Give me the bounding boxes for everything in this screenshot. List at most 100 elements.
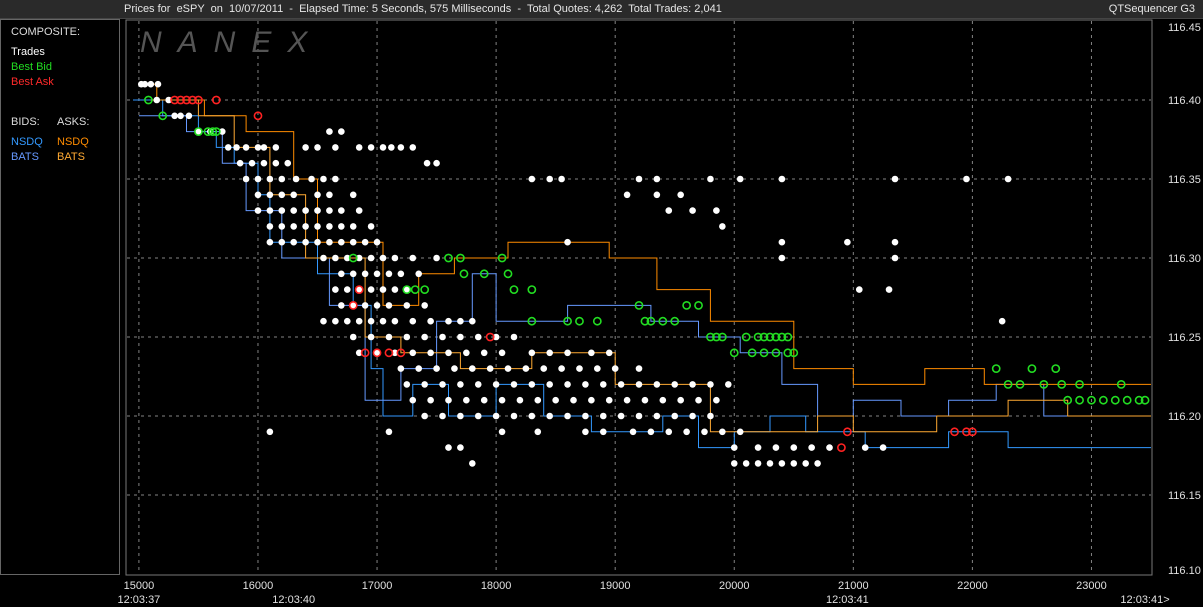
best-bid-marker — [444, 253, 453, 263]
trade-dot — [611, 365, 619, 372]
trade-dot — [290, 223, 297, 230]
time-label: 12:03:41 — [826, 594, 869, 606]
trade-dot — [427, 349, 434, 357]
trade-dot — [421, 412, 428, 420]
trade-dot — [415, 365, 423, 372]
best-ask-marker — [842, 427, 852, 437]
trade-dot — [385, 333, 393, 341]
best-ask-marker — [188, 95, 197, 105]
trade-dot — [361, 270, 369, 278]
best-ask-marker — [253, 111, 263, 121]
best-ask-marker — [354, 285, 364, 294]
trade-dot — [278, 223, 286, 230]
trade-dot — [469, 460, 476, 467]
y-tick-label: 116.40 — [1168, 95, 1201, 107]
legend-bid-nsdq[interactable]: NSDQ — [11, 136, 43, 148]
trade-dot — [367, 333, 375, 341]
trade-dot — [302, 238, 309, 246]
trade-dot — [349, 270, 357, 278]
trade-dot — [373, 349, 381, 357]
trade-dot — [379, 286, 387, 293]
best-bid-marker — [503, 269, 513, 279]
trade-dot — [254, 207, 262, 214]
trade-dot — [361, 302, 369, 309]
trade-dot — [469, 317, 476, 325]
best-bid-marker — [682, 300, 692, 310]
best-bid-marker — [497, 253, 507, 263]
trade-dot — [355, 286, 363, 293]
trade-dot — [498, 428, 506, 436]
trade-dot — [278, 175, 286, 183]
legend-best-bid[interactable]: Best Bid — [11, 61, 52, 73]
trade-dot — [379, 144, 387, 151]
x-axis: 15000 16000 17000 18000 19000 20000 21000 22000… — [117, 574, 1170, 606]
trade-dot — [165, 96, 172, 104]
x-tick-label: 17000 — [362, 580, 393, 592]
trade-dot — [528, 175, 536, 183]
trade-dot — [855, 286, 863, 293]
trade-dot — [599, 428, 607, 436]
best-bid-marker — [1015, 379, 1025, 389]
title-bar: Prices for eSPY on 10/07/2011 - Elapsed … — [0, 0, 1203, 19]
trade-dot — [635, 381, 643, 388]
best-bid-marker — [592, 316, 602, 326]
legend-ask-nsdq[interactable]: NSDQ — [57, 136, 89, 148]
trade-dot — [397, 270, 405, 278]
trade-dot — [594, 365, 601, 372]
trade-dot — [349, 302, 357, 309]
best-bid-marker — [783, 332, 793, 342]
trade-dot — [439, 333, 446, 341]
legend-bid-bats[interactable]: BATS — [11, 151, 39, 163]
trade-dot — [451, 365, 458, 372]
trade-dot — [879, 444, 887, 451]
best-bid-marker — [706, 332, 715, 342]
trade-dot — [361, 238, 369, 246]
trade-dot — [605, 396, 613, 404]
trade-dot — [385, 302, 393, 309]
trade-dot — [403, 333, 411, 341]
trade-dot — [534, 396, 542, 404]
best-bid-marker — [640, 316, 650, 326]
best-bid-marker — [1051, 364, 1061, 373]
legend-ask-bats[interactable]: BATS — [57, 151, 85, 163]
trade-dot — [582, 412, 589, 420]
trade-dot — [707, 175, 714, 183]
quote-line-ask-bats — [150, 99, 1151, 433]
legend-best-ask[interactable]: Best Ask — [11, 76, 54, 88]
trade-dot — [391, 349, 399, 357]
best-ask-marker — [348, 300, 358, 310]
best-bid-marker — [459, 269, 469, 279]
best-bid-marker — [1039, 379, 1049, 389]
best-ask-marker — [372, 348, 382, 358]
trade-dot — [510, 381, 518, 388]
best-ask-marker — [170, 95, 180, 105]
trade-dot — [338, 223, 345, 230]
y-tick-label: 116.20 — [1168, 411, 1201, 423]
trade-dot — [486, 365, 494, 372]
legend-trades[interactable]: Trades — [11, 46, 45, 58]
trade-dot — [423, 159, 431, 167]
y-tick-label: 116.45 — [1168, 22, 1201, 34]
trade-dot — [338, 302, 345, 309]
trade-dot — [314, 144, 321, 151]
trade-dot — [338, 270, 345, 278]
trade-dot — [498, 396, 506, 404]
trade-dot — [266, 223, 274, 230]
trade-dot — [355, 349, 363, 357]
trade-dot — [445, 349, 452, 357]
trade-dot — [332, 286, 339, 293]
trade-dot — [403, 302, 411, 309]
best-bid-marker — [694, 300, 703, 310]
trade-dot — [290, 207, 297, 214]
trade-dot — [367, 254, 375, 262]
best-bid-marker — [771, 332, 781, 342]
trade-dot — [379, 317, 387, 325]
trade-dot — [671, 412, 679, 420]
trade-dot — [629, 428, 637, 436]
trade-dot — [314, 191, 321, 199]
trade-dot — [582, 428, 589, 436]
trade-dot — [457, 317, 464, 325]
best-bid-marker — [144, 95, 153, 105]
trade-dot — [564, 412, 571, 420]
